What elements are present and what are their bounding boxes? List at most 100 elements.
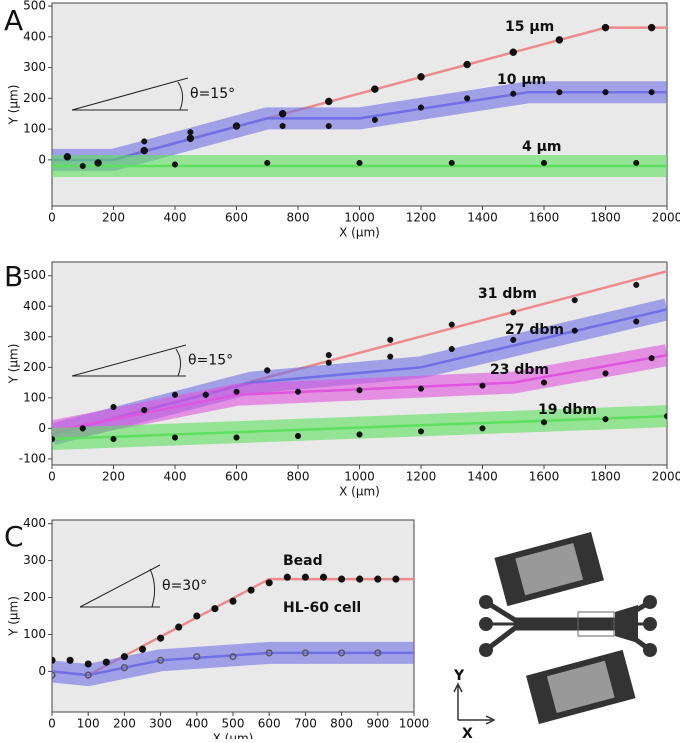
measured-point <box>387 336 394 343</box>
series-label: 4 µm <box>522 139 562 155</box>
measured-point <box>448 345 455 353</box>
model-line <box>52 414 667 441</box>
measured-point <box>120 664 128 672</box>
measured-point <box>229 653 237 661</box>
measured-point <box>211 605 219 613</box>
series-label: 10 µm <box>497 72 546 88</box>
measured-point <box>279 122 286 130</box>
angle-marker <box>71 344 187 377</box>
x-tick-label: 1000 <box>344 470 375 484</box>
y-axis-label: Y (µm) <box>7 85 21 126</box>
x-axis-label: X (µm) <box>339 226 380 240</box>
measured-point <box>171 434 179 441</box>
plot-area <box>52 23 667 178</box>
measured-point <box>601 23 610 32</box>
angle-marker <box>79 564 161 608</box>
measured-point <box>186 134 195 143</box>
x-tick-label: 300 <box>149 717 172 731</box>
series-label: 31 dbm <box>478 286 537 302</box>
measured-point <box>52 671 56 679</box>
x-tick-label: 600 <box>225 211 248 225</box>
measured-point <box>540 419 548 426</box>
axes-arrows <box>453 682 496 725</box>
x-tick-label: 400 <box>164 470 187 484</box>
measured-point <box>371 85 379 93</box>
x-tick-label: 500 <box>222 717 245 731</box>
plot-background <box>51 519 415 713</box>
model-line <box>52 353 667 433</box>
measured-point <box>301 573 309 581</box>
x-tick-label: 1200 <box>406 470 437 484</box>
y-tick-label: 100 <box>23 122 46 136</box>
measured-point <box>110 436 117 443</box>
series-label: HL-60 cell <box>283 600 361 616</box>
measured-point <box>387 353 394 360</box>
measured-point <box>325 352 332 359</box>
y-tick-label: 300 <box>23 329 46 343</box>
measured-point <box>283 573 291 581</box>
y-tick-label: 100 <box>23 390 46 404</box>
y-tick-label: 0 <box>38 664 46 678</box>
measured-point <box>464 95 471 102</box>
y-tick-label: 500 <box>23 268 46 282</box>
x-tick-label: 400 <box>164 211 187 225</box>
y-tick-label: 400 <box>23 516 46 530</box>
x-tick-label: 800 <box>287 470 310 484</box>
measured-point <box>84 671 92 679</box>
schematic-x-label: X <box>462 726 473 739</box>
y-axis-label: Y (µm) <box>7 596 21 637</box>
y-axis-label: Y (µm) <box>7 344 21 385</box>
measured-point <box>264 159 271 166</box>
y-tick-label: 200 <box>23 360 46 374</box>
panel-letter: A <box>4 4 23 37</box>
measured-point <box>175 623 183 631</box>
measured-point <box>479 382 486 389</box>
x-tick-label: 2000 <box>652 211 680 225</box>
x-axis-label: X (µm) <box>339 485 380 499</box>
measured-point <box>301 649 309 657</box>
x-tick-label: 600 <box>225 470 248 484</box>
measured-point <box>66 656 74 664</box>
measured-point <box>193 653 201 661</box>
measured-point <box>371 116 378 123</box>
y-tick-label: 300 <box>23 60 46 74</box>
series-label: 27 dbm <box>505 322 564 338</box>
x-tick-label: 900 <box>366 717 389 731</box>
measured-point <box>602 416 609 423</box>
y-tick-label: 200 <box>23 590 46 604</box>
x-tick-label: 0 <box>48 717 56 731</box>
x-tick-label: 1600 <box>529 470 560 484</box>
measured-point <box>648 355 655 362</box>
measured-point <box>647 23 656 32</box>
measured-point <box>663 413 667 420</box>
measured-point <box>633 159 640 166</box>
x-tick-label: 1400 <box>467 470 498 484</box>
measured-point <box>356 159 363 166</box>
measured-point <box>52 436 56 443</box>
x-axis-label: X (µm) <box>213 732 254 740</box>
measured-point <box>633 281 640 288</box>
measured-point <box>233 388 240 395</box>
measured-point <box>294 388 302 395</box>
measured-point <box>648 89 655 96</box>
angle-annotation: θ=15° <box>188 353 233 369</box>
measured-point <box>417 104 425 111</box>
measured-point <box>264 367 271 374</box>
measured-point <box>202 391 209 398</box>
measured-point <box>141 138 148 145</box>
x-tick-label: 1200 <box>406 211 437 225</box>
measured-point <box>571 297 578 304</box>
plot-area <box>52 269 667 451</box>
measured-point <box>63 153 72 161</box>
plot-area <box>52 573 414 687</box>
measured-point <box>294 432 302 440</box>
measured-point <box>555 36 564 44</box>
measured-point <box>602 89 609 96</box>
measured-point <box>229 597 237 605</box>
measured-point <box>140 146 148 155</box>
measured-point <box>171 161 179 168</box>
schematic: Y X <box>453 531 657 742</box>
x-tick-label: 1400 <box>467 211 498 225</box>
angle-marker <box>71 77 189 111</box>
measured-point <box>479 425 486 432</box>
